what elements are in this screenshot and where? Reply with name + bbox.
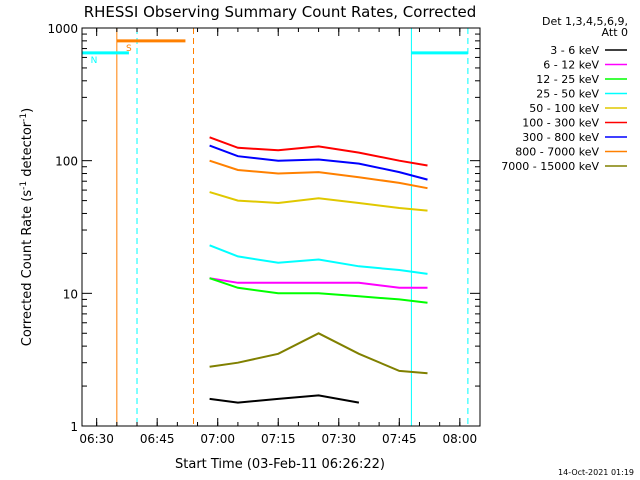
x-tick-label-0: 06:30	[79, 432, 114, 446]
y-tick-label-1: 10	[63, 287, 78, 301]
y-tick-label-0: 1	[70, 420, 78, 434]
series-line-4	[209, 191, 428, 212]
flag-label-1: N	[91, 56, 98, 66]
vertical-markers	[81, 28, 469, 426]
legend-label-4: 50 - 100 keV	[529, 102, 599, 115]
y-axis-label: Corrected Count Rate (s-1 detector-1)	[19, 108, 35, 346]
series-line-2	[209, 277, 428, 304]
x-tick-label-5: 07:45	[382, 432, 417, 446]
x-ticks: 06:30 06:45 07:00 07:15 07:30 07:45 08:00	[79, 28, 481, 446]
x-axis-label: Start Time (03-Feb-11 06:26:22)	[175, 457, 385, 472]
series-line-1	[209, 277, 428, 289]
flag-label-0: S	[126, 44, 132, 54]
y-tick-label-2: 100	[55, 155, 78, 169]
x-tick-label-2: 07:00	[200, 432, 235, 446]
x-tick-label-4: 07:30	[321, 432, 356, 446]
flag-intervals: SN	[82, 39, 468, 66]
y-tick-label-3: 1000	[47, 22, 78, 36]
footer-timestamp: 14-Oct-2021 01:19	[558, 468, 634, 477]
legend-header-0: Det 1,3,4,5,6,9,	[542, 15, 628, 28]
legend-label-0: 3 - 6 keV	[550, 44, 599, 57]
legend-label-6: 300 - 800 keV	[522, 131, 599, 144]
series-lines	[209, 136, 428, 404]
series-line-0	[209, 394, 360, 404]
x-tick-label-3: 07:15	[261, 432, 296, 446]
legend-label-7: 800 - 7000 keV	[515, 146, 599, 159]
legend-label-8: 7000 - 15000 keV	[501, 160, 599, 173]
series-line-6	[209, 144, 428, 181]
chart-title: RHESSI Observing Summary Count Rates, Co…	[84, 3, 477, 21]
legend-label-2: 12 - 25 keV	[536, 73, 599, 86]
legend-label-3: 25 - 50 keV	[536, 88, 599, 101]
legend-label-1: 6 - 12 keV	[543, 59, 599, 72]
plot-frame	[81, 27, 481, 427]
series-line-3	[209, 244, 428, 275]
series-line-8	[209, 332, 428, 375]
legend: Det 1,3,4,5,6,9,Att 03 - 6 keV 6 - 12 keV…	[501, 15, 628, 173]
y-ticks: 1 10 100 1000	[47, 22, 480, 434]
series-line-7	[209, 159, 428, 190]
legend-label-5: 100 - 300 keV	[522, 117, 599, 130]
x-tick-label-1: 06:45	[140, 432, 175, 446]
x-tick-label-6: 08:00	[443, 432, 478, 446]
legend-header-1: Att 0	[602, 26, 628, 39]
series-line-5	[209, 136, 428, 167]
